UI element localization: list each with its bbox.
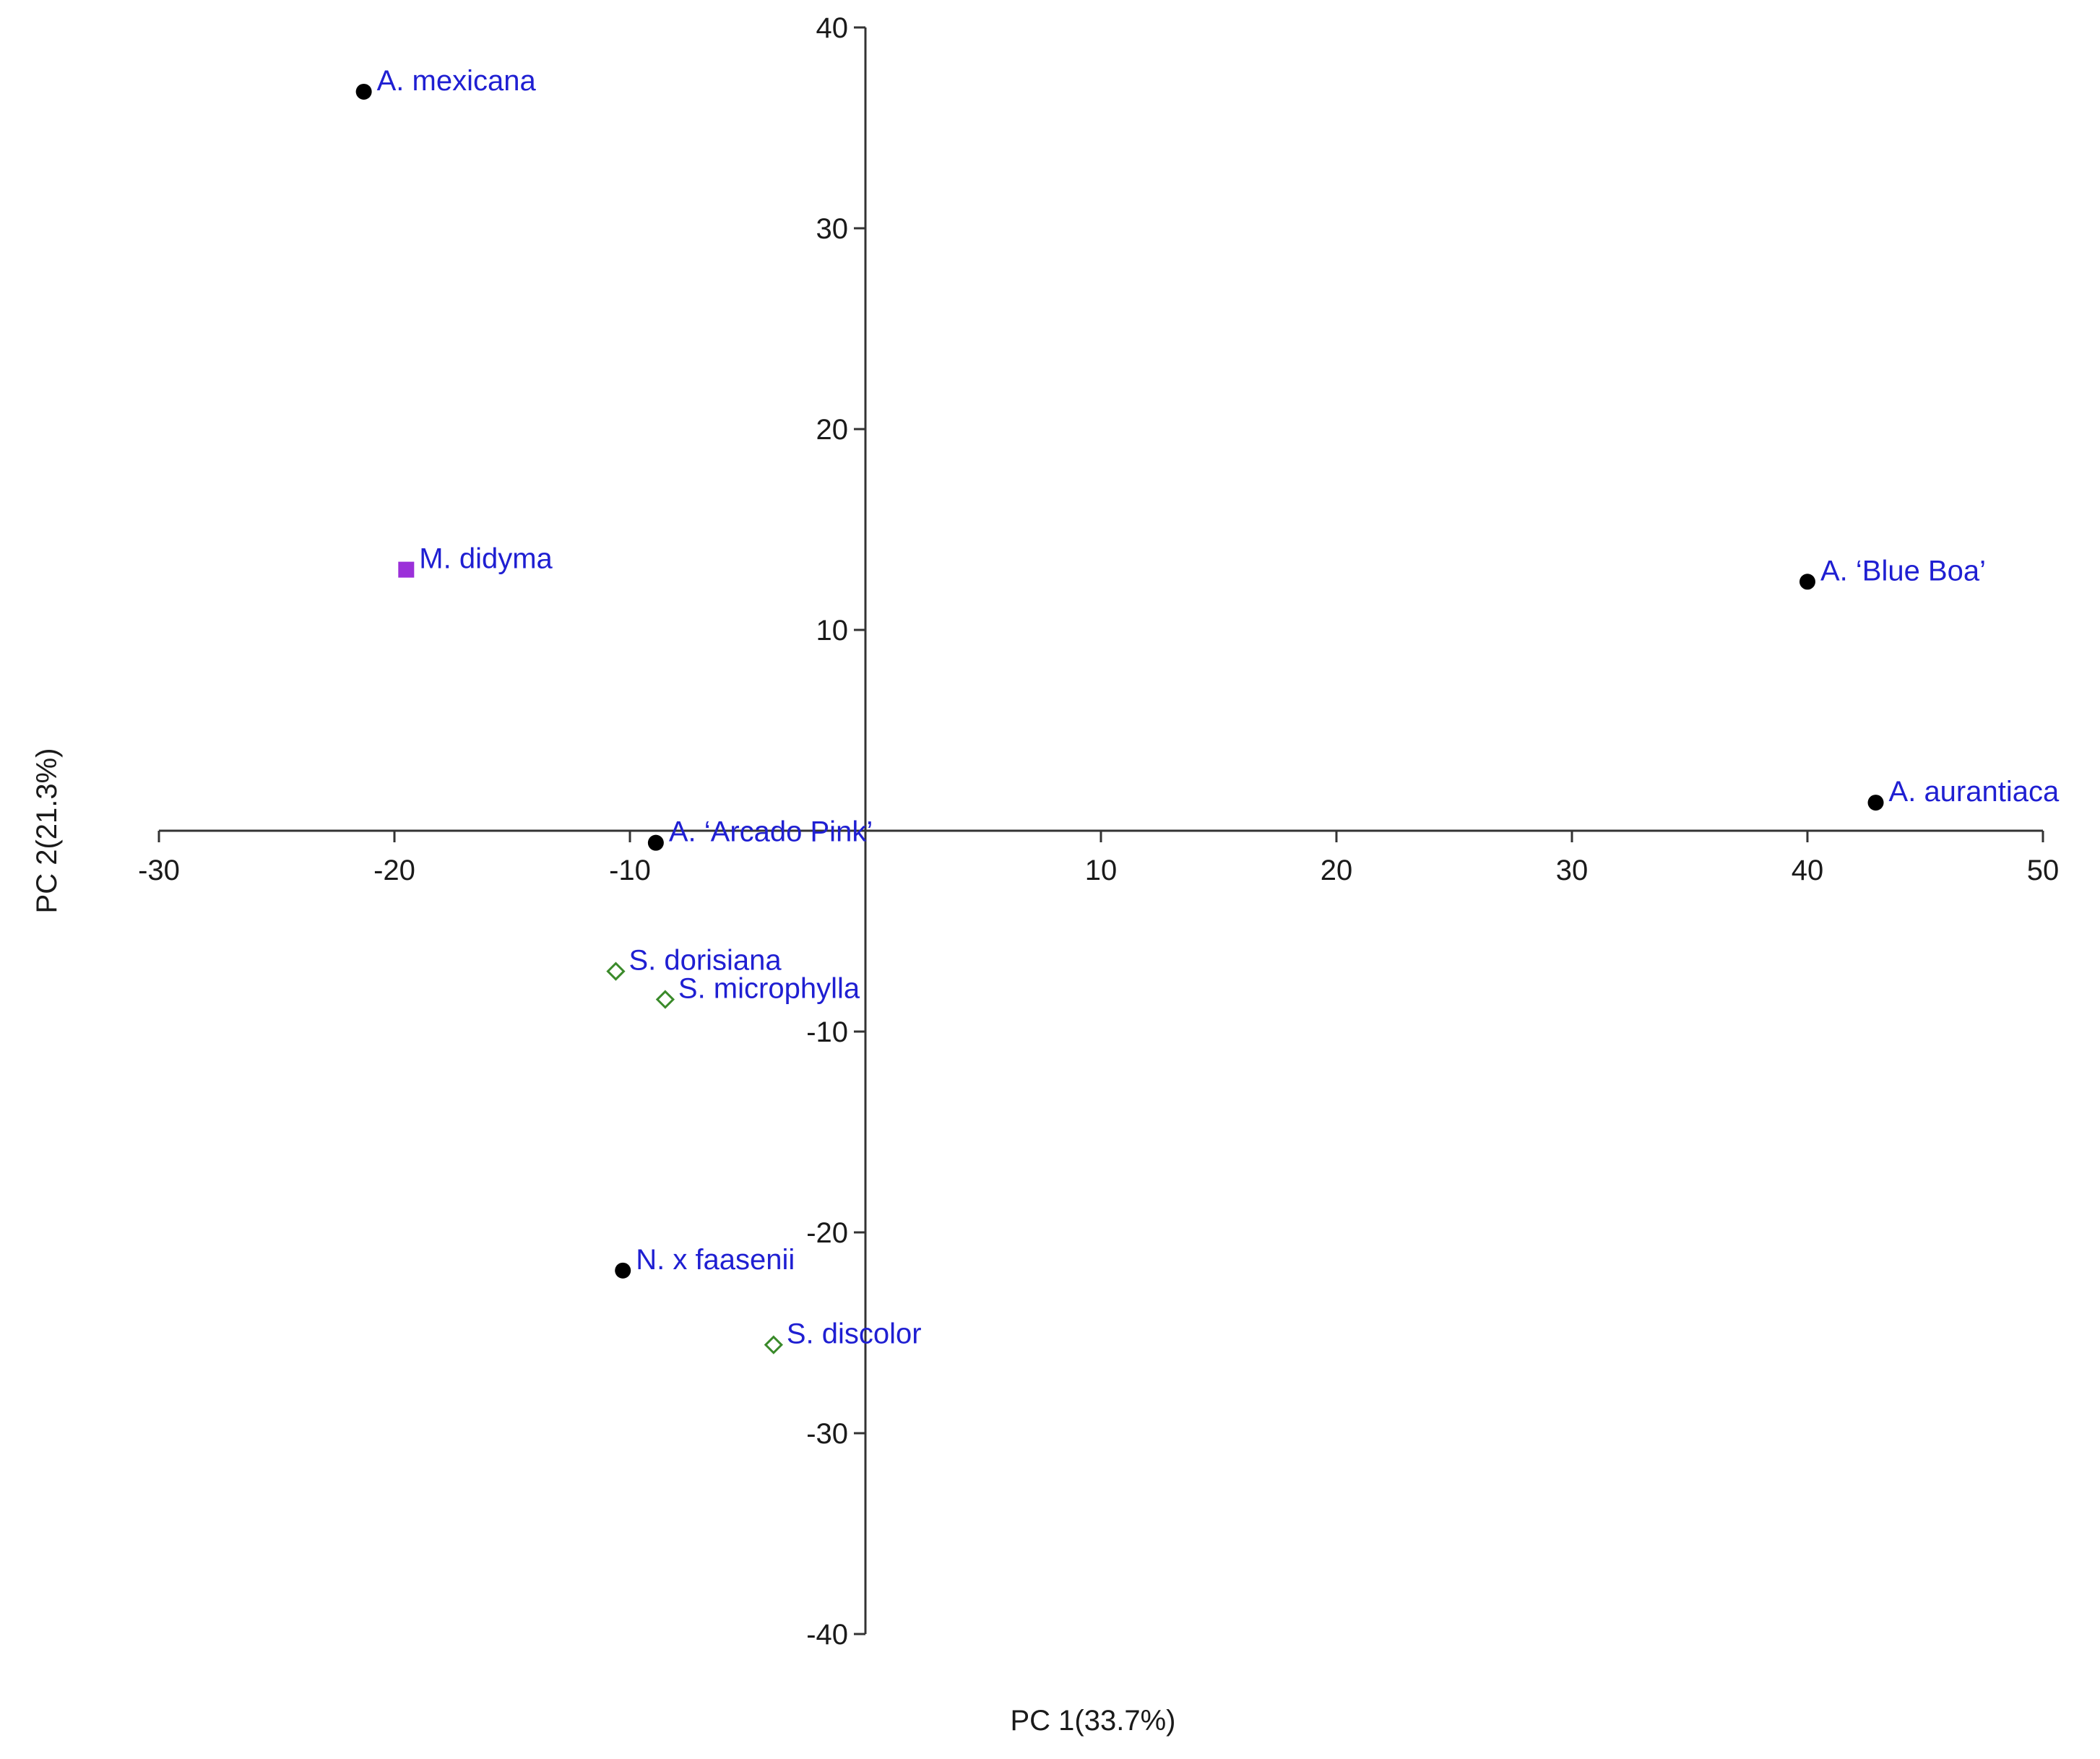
x-tick-label: 30 [1556,855,1589,886]
point-marker [647,834,664,851]
point-marker [615,1262,631,1279]
y-tick-label: 30 [816,213,849,245]
point-marker [398,561,415,578]
x-tick-label: 20 [1321,855,1353,886]
point-label: A. aurantiaca [1889,776,2060,808]
x-tick-label: -30 [138,855,180,886]
point-label: A. ‘Blue Boa’ [1820,555,1986,587]
point-label: S. discolor [787,1318,922,1350]
point-label: M. didyma [419,543,553,575]
point-label: A. ‘Arcado Pink’ [669,816,873,848]
x-axis-title: PC 1(33.7%) [1011,1705,1176,1737]
x-tick-label: 50 [2027,855,2060,886]
point-marker [655,990,675,1009]
y-tick-label: -40 [806,1619,848,1651]
y-tick-label: -30 [806,1418,848,1450]
data-points: A. mexicana M. didyma A. ‘Blue Boa’ A. aura… [355,65,2060,1354]
point-marker [1867,795,1884,811]
x-tick-label: 40 [1792,855,1824,886]
point-marker [1799,574,1815,590]
y-tick-label: -10 [806,1016,848,1048]
x-tick-label: -10 [609,855,651,886]
point-label: S. dorisiana [628,945,782,977]
y-tick-label: 40 [816,12,849,44]
y-tick-label: 10 [816,615,849,647]
point-marker [606,961,626,981]
point-label: A. mexicana [377,65,537,97]
axes: -30 -20 -10 10 20 30 40 50 -40 -30 -20 -10 10 20 30 40 [138,12,2059,1651]
y-tick-label: -20 [806,1217,848,1249]
point-marker [764,1335,783,1354]
point-label: S. microphylla [678,973,860,1005]
y-tick-label: 20 [816,414,849,446]
point-marker [355,83,372,100]
x-tick-label: -20 [373,855,415,886]
x-tick-label: 10 [1085,855,1118,886]
point-label: N. x faasenii [636,1244,795,1276]
y-axis-title: PC 2(21.3%) [31,748,63,914]
